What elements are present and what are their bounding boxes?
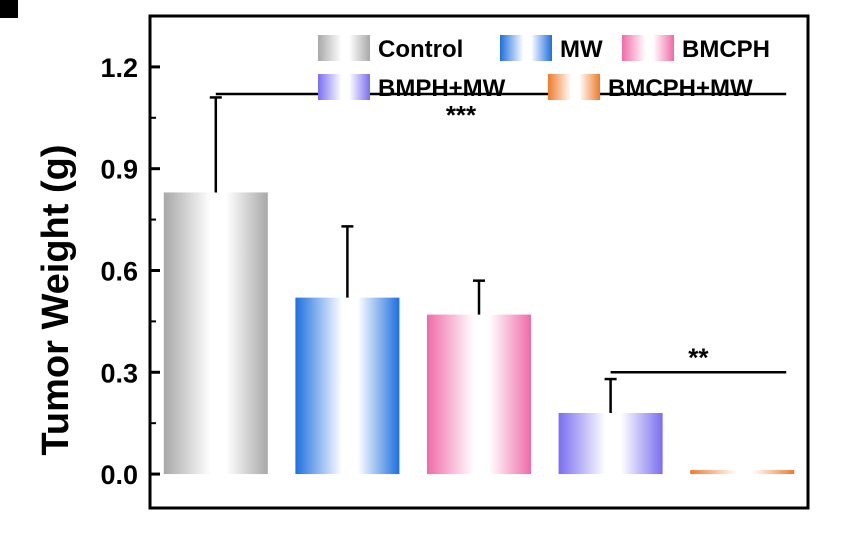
bar-mw [295, 297, 400, 475]
bar-bmph-mw [558, 412, 663, 475]
bar-bmcph [427, 314, 531, 475]
significance-annotations: ***** [215, 92, 787, 374]
y-tick-label: 0.0 [100, 460, 138, 490]
y-tick-label: 0.6 [100, 256, 138, 286]
plot-frame [148, 14, 810, 510]
legend-swatch [318, 74, 370, 100]
legend-label: BMCPH+MW [608, 75, 753, 102]
legend: Control MW BMCPH BMPH+MW BMCPH+MW [318, 35, 770, 102]
y-tick-label: 1.2 [100, 53, 138, 83]
bars [163, 96, 795, 475]
legend-label: BMCPH [682, 36, 770, 63]
y-axis-ticks: 0.0 0.3 0.6 0.9 1.2 [100, 53, 160, 490]
significance-label: ** [688, 342, 709, 372]
legend-swatch [548, 74, 600, 100]
y-tick-label: 0.3 [100, 358, 138, 388]
legend-swatch [500, 35, 552, 61]
y-tick-label: 0.9 [100, 155, 138, 185]
legend-swatch [622, 35, 674, 61]
legend-label: MW [560, 36, 603, 63]
bar-bmcph-mw [690, 470, 795, 475]
y-axis-label: Tumor Weight (g) [35, 145, 77, 456]
bar-control [163, 192, 268, 475]
panel-corner-marker [0, 0, 18, 18]
legend-swatch [318, 35, 370, 61]
significance-label: *** [446, 100, 477, 130]
legend-label: BMPH+MW [378, 75, 506, 102]
legend-label: Control [378, 36, 463, 63]
